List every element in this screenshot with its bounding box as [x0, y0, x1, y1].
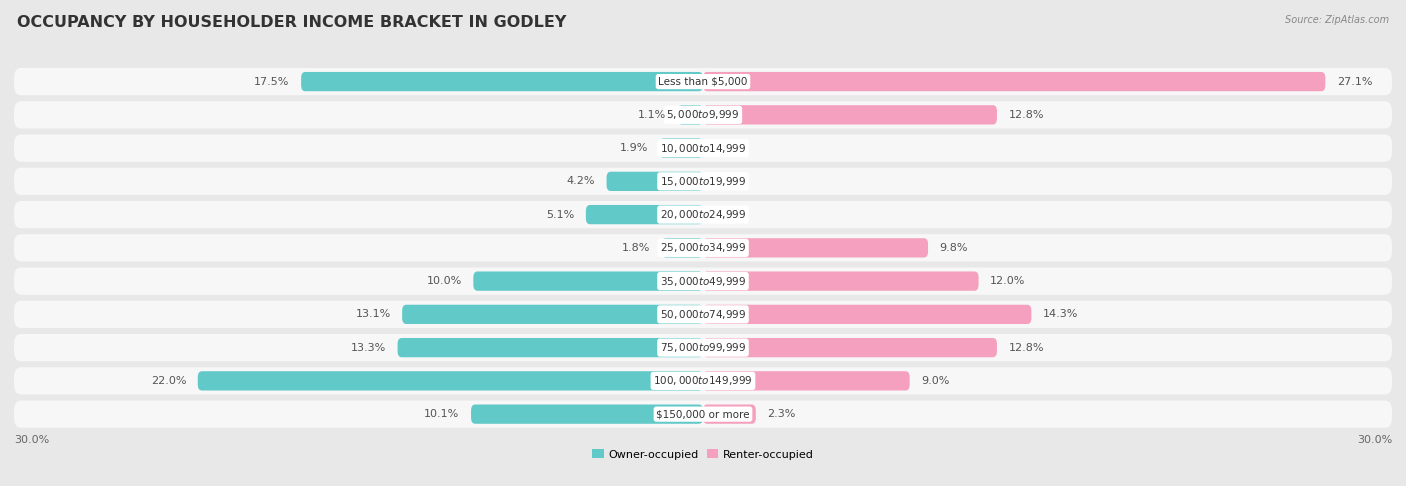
FancyBboxPatch shape: [703, 305, 1032, 324]
Text: $50,000 to $74,999: $50,000 to $74,999: [659, 308, 747, 321]
Text: $150,000 or more: $150,000 or more: [657, 409, 749, 419]
FancyBboxPatch shape: [662, 238, 703, 258]
Text: 1.1%: 1.1%: [638, 110, 666, 120]
FancyBboxPatch shape: [703, 338, 997, 357]
FancyBboxPatch shape: [678, 105, 703, 124]
FancyBboxPatch shape: [471, 404, 703, 424]
Text: 30.0%: 30.0%: [14, 435, 49, 445]
Text: $75,000 to $99,999: $75,000 to $99,999: [659, 341, 747, 354]
Text: 2.3%: 2.3%: [768, 409, 796, 419]
FancyBboxPatch shape: [586, 205, 703, 224]
FancyBboxPatch shape: [14, 301, 1392, 328]
Text: Source: ZipAtlas.com: Source: ZipAtlas.com: [1285, 15, 1389, 25]
Text: 14.3%: 14.3%: [1043, 310, 1078, 319]
Legend: Owner-occupied, Renter-occupied: Owner-occupied, Renter-occupied: [588, 445, 818, 464]
Text: 17.5%: 17.5%: [254, 77, 290, 87]
Text: 12.8%: 12.8%: [1008, 343, 1043, 353]
FancyBboxPatch shape: [14, 135, 1392, 162]
FancyBboxPatch shape: [402, 305, 703, 324]
FancyBboxPatch shape: [14, 267, 1392, 295]
FancyBboxPatch shape: [14, 400, 1392, 428]
FancyBboxPatch shape: [14, 168, 1392, 195]
Text: 1.9%: 1.9%: [620, 143, 648, 153]
FancyBboxPatch shape: [14, 367, 1392, 395]
Text: 9.8%: 9.8%: [939, 243, 969, 253]
FancyBboxPatch shape: [14, 101, 1392, 128]
Text: 30.0%: 30.0%: [1357, 435, 1392, 445]
Text: 22.0%: 22.0%: [150, 376, 186, 386]
FancyBboxPatch shape: [301, 72, 703, 91]
Text: $5,000 to $9,999: $5,000 to $9,999: [666, 108, 740, 122]
Text: 12.8%: 12.8%: [1008, 110, 1043, 120]
Text: $15,000 to $19,999: $15,000 to $19,999: [659, 175, 747, 188]
FancyBboxPatch shape: [198, 371, 703, 391]
FancyBboxPatch shape: [14, 68, 1392, 95]
Text: $20,000 to $24,999: $20,000 to $24,999: [659, 208, 747, 221]
Text: $25,000 to $34,999: $25,000 to $34,999: [659, 242, 747, 254]
Text: OCCUPANCY BY HOUSEHOLDER INCOME BRACKET IN GODLEY: OCCUPANCY BY HOUSEHOLDER INCOME BRACKET …: [17, 15, 567, 30]
FancyBboxPatch shape: [14, 201, 1392, 228]
Text: $100,000 to $149,999: $100,000 to $149,999: [654, 374, 752, 387]
FancyBboxPatch shape: [398, 338, 703, 357]
Text: 27.1%: 27.1%: [1337, 77, 1372, 87]
FancyBboxPatch shape: [606, 172, 703, 191]
Text: 10.1%: 10.1%: [425, 409, 460, 419]
FancyBboxPatch shape: [703, 404, 756, 424]
Text: $35,000 to $49,999: $35,000 to $49,999: [659, 275, 747, 288]
FancyBboxPatch shape: [703, 238, 928, 258]
FancyBboxPatch shape: [474, 272, 703, 291]
Text: 13.1%: 13.1%: [356, 310, 391, 319]
Text: 12.0%: 12.0%: [990, 276, 1025, 286]
FancyBboxPatch shape: [703, 72, 1326, 91]
FancyBboxPatch shape: [14, 234, 1392, 261]
FancyBboxPatch shape: [703, 371, 910, 391]
Text: 5.1%: 5.1%: [546, 209, 575, 220]
Text: 13.3%: 13.3%: [352, 343, 387, 353]
Text: $10,000 to $14,999: $10,000 to $14,999: [659, 141, 747, 155]
FancyBboxPatch shape: [703, 272, 979, 291]
Text: Less than $5,000: Less than $5,000: [658, 77, 748, 87]
FancyBboxPatch shape: [703, 105, 997, 124]
FancyBboxPatch shape: [14, 334, 1392, 361]
Text: 4.2%: 4.2%: [567, 176, 595, 186]
FancyBboxPatch shape: [659, 139, 703, 158]
Text: 1.8%: 1.8%: [621, 243, 650, 253]
Text: 10.0%: 10.0%: [426, 276, 461, 286]
Text: 9.0%: 9.0%: [921, 376, 949, 386]
